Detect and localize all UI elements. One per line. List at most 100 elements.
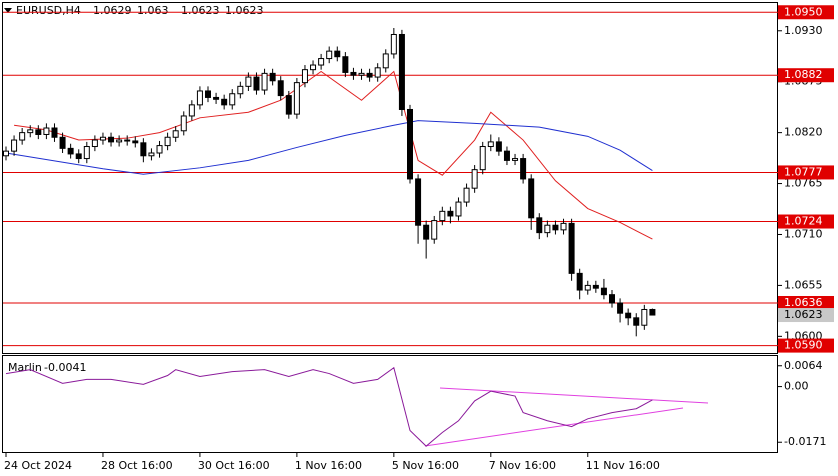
candle-body — [544, 224, 551, 234]
candle-body — [318, 58, 325, 66]
candle-body — [132, 140, 139, 144]
candle-body — [35, 129, 42, 135]
candle-body — [221, 98, 228, 106]
candle-body — [213, 96, 220, 100]
candle-body — [108, 136, 115, 143]
candle-body — [568, 222, 575, 274]
y-tick-label: 1.0820 — [784, 126, 823, 139]
level-label: 1.0950 — [784, 5, 823, 18]
level-label-box — [778, 68, 834, 83]
y-tick-label: 1.0655 — [784, 278, 823, 291]
menu-arrow[interactable] — [4, 8, 12, 13]
candle-body — [633, 317, 640, 326]
x-tick-label: 1 Nov 16:00 — [295, 459, 362, 472]
symbol-title: EURUSD,H4 — [16, 4, 81, 17]
x-tick-label: 11 Nov 16:00 — [586, 459, 660, 472]
candle-body — [495, 141, 502, 152]
last-price-label: 1.0623 — [784, 308, 823, 321]
candle-body — [237, 85, 244, 95]
candle-body — [116, 139, 123, 143]
candle-body — [148, 152, 155, 157]
candle-body — [592, 284, 599, 289]
x-tick-label: 24 Oct 2024 — [4, 459, 72, 472]
main-pane — [2, 2, 778, 354]
candle-body — [11, 139, 18, 152]
level-label-box — [778, 214, 834, 229]
header-close: 1.0623 — [225, 4, 264, 17]
candle-body — [528, 178, 535, 219]
candle-body — [390, 33, 397, 55]
level-label-box — [778, 296, 834, 310]
candle-body — [99, 136, 106, 141]
candle-body — [326, 50, 333, 60]
candle-body — [261, 72, 268, 91]
candle-body — [293, 82, 300, 115]
candle-body — [124, 139, 131, 142]
candle-body — [576, 272, 583, 291]
candle-body — [301, 69, 308, 84]
candle-body — [91, 139, 98, 148]
header-low: 1.0623 — [181, 4, 220, 17]
candle-body — [609, 294, 615, 304]
level-label: 1.0590 — [784, 339, 823, 352]
candle-body — [447, 210, 454, 217]
candle-body — [180, 115, 187, 132]
candle-body — [245, 76, 252, 87]
candle-body — [164, 136, 171, 147]
candle-body — [552, 224, 559, 231]
candle-body — [156, 145, 163, 154]
candle-body — [342, 56, 349, 73]
moving-average — [5, 120, 653, 175]
oscillator-pane — [2, 355, 778, 453]
candle-body — [649, 308, 656, 316]
level-label: 1.0636 — [784, 296, 823, 309]
candle-body — [334, 50, 341, 58]
candle-body — [19, 132, 26, 141]
candle-body — [277, 80, 284, 97]
candle-body — [229, 93, 236, 106]
candle-body — [43, 127, 50, 135]
x-tick-label: 7 Nov 16:00 — [489, 459, 556, 472]
candle-body — [382, 53, 389, 69]
candle-body — [253, 76, 260, 91]
x-tick-label: 5 Nov 16:00 — [392, 459, 459, 472]
trend-line-lower — [424, 407, 684, 447]
candle-body — [600, 287, 607, 296]
level-label-box — [778, 165, 834, 180]
x-tick-label: 30 Oct 16:00 — [198, 459, 270, 472]
candle-body — [431, 220, 438, 240]
candle-body — [641, 308, 648, 326]
level-label: 1.0777 — [784, 165, 823, 178]
candle-body — [140, 142, 147, 157]
candle-body — [455, 201, 462, 217]
y-tick-label: 1.0710 — [784, 227, 823, 240]
candle-body — [285, 95, 292, 115]
candle-body — [407, 108, 413, 180]
candle-body — [83, 146, 90, 160]
candle-body — [423, 224, 430, 240]
candle-body — [172, 130, 179, 138]
candle-body — [471, 169, 478, 189]
candle-body — [366, 72, 373, 78]
indicator-value: -0.0041 — [44, 361, 86, 374]
y-tick-label: 0.0064 — [784, 359, 823, 372]
candle-body — [584, 284, 591, 291]
level-label-box — [778, 5, 834, 20]
level-label: 1.0882 — [784, 68, 823, 81]
x-tick-label: 28 Oct 16:00 — [101, 459, 173, 472]
candle-body — [415, 178, 422, 226]
candle-body — [350, 71, 357, 76]
level-label: 1.0724 — [784, 215, 823, 228]
candle-body — [3, 150, 9, 157]
candle-body — [479, 146, 486, 171]
candle-body — [188, 104, 195, 117]
y-tick-label: -0.0171 — [784, 435, 826, 448]
candle-body — [617, 302, 624, 314]
candle-body — [512, 158, 519, 161]
candle-body — [625, 312, 632, 319]
candle-body — [560, 222, 567, 231]
candle-body — [75, 153, 82, 160]
